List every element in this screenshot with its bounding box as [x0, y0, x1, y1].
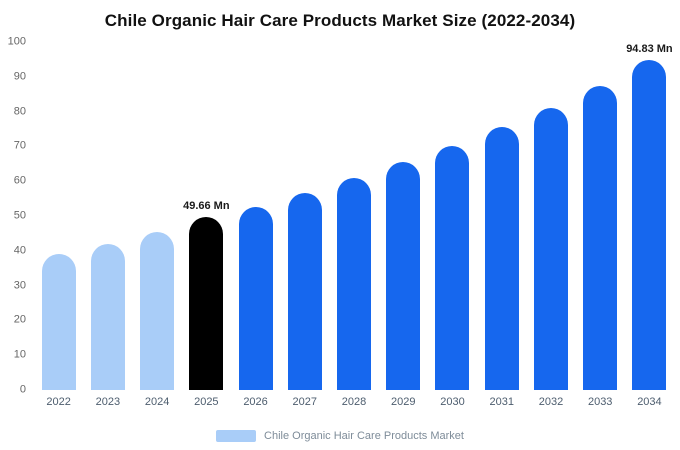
x-label-2023: 2023 — [95, 396, 121, 408]
x-label-2025: 2025 — [194, 396, 219, 408]
bar-column-2025: 49.66 Mn — [182, 42, 231, 390]
x-label-2028: 2028 — [341, 396, 367, 408]
bar-2025 — [189, 217, 224, 390]
bar-2022 — [41, 254, 76, 390]
bar-column-2026 — [231, 42, 280, 390]
legend: Chile Organic Hair Care Products Market — [0, 430, 680, 442]
y-tick-60: 60 — [13, 174, 26, 187]
x-label-2031: 2031 — [489, 396, 514, 408]
bar-2032 — [533, 108, 568, 390]
y-tick-50: 50 — [13, 209, 26, 222]
bar-2027 — [287, 193, 322, 390]
x-label-2033: 2033 — [587, 396, 613, 408]
x-label-2034: 2034 — [637, 396, 662, 408]
data-label-2034: 94.83 Mn — [626, 43, 673, 55]
bar-2033 — [583, 85, 618, 390]
bars-area: 49.66 Mn 94.83 Mn — [34, 42, 674, 390]
bar-column-2028 — [329, 42, 378, 390]
bar-column-2023 — [83, 42, 132, 390]
legend-label: Chile Organic Hair Care Products Market — [264, 430, 464, 442]
bar-column-2033 — [576, 42, 625, 390]
bar-2030 — [435, 146, 470, 390]
x-label-2026: 2026 — [243, 396, 268, 408]
y-tick-10: 10 — [13, 348, 26, 361]
x-label-2022: 2022 — [46, 396, 71, 408]
bar-column-2024 — [132, 42, 181, 390]
y-axis: 0 10 20 30 40 50 60 70 80 90 100 — [0, 36, 30, 395]
bar-column-2030 — [428, 42, 477, 390]
x-label-2030: 2030 — [440, 396, 465, 408]
x-label-2032: 2032 — [538, 396, 564, 408]
y-tick-80: 80 — [13, 105, 26, 118]
bar-column-2027 — [280, 42, 329, 390]
x-label-2024: 2024 — [144, 396, 170, 408]
y-tick-0: 0 — [19, 383, 26, 396]
y-tick-20: 20 — [13, 313, 26, 326]
y-tick-90: 90 — [13, 70, 26, 83]
chart-title: Chile Organic Hair Care Products Market … — [104, 11, 576, 30]
bar-2031 — [484, 127, 519, 390]
bar-column-2031 — [477, 42, 526, 390]
legend-swatch — [216, 430, 257, 442]
x-label-2029: 2029 — [391, 396, 416, 408]
bar-column-2022 — [34, 42, 83, 390]
bar-column-2032 — [526, 42, 575, 390]
data-label-2025: 49.66 Mn — [183, 200, 230, 213]
x-label-2027: 2027 — [292, 396, 318, 408]
bar-2023 — [90, 243, 125, 390]
bar-2028 — [337, 177, 372, 390]
x-axis: 2022 2023 2024 2025 2026 2027 2028 2029 2030 2031… — [34, 396, 674, 412]
bar-2034 — [632, 60, 667, 390]
y-tick-40: 40 — [13, 244, 26, 257]
y-tick-30: 30 — [13, 279, 26, 292]
bar-2026 — [238, 207, 273, 390]
y-tick-100: 100 — [7, 35, 26, 48]
bar-column-2034: 94.83 Mn — [625, 42, 674, 390]
y-tick-70: 70 — [13, 139, 26, 152]
bar-column-2029 — [379, 42, 428, 390]
bar-2029 — [386, 162, 421, 390]
bar-2024 — [140, 231, 175, 390]
